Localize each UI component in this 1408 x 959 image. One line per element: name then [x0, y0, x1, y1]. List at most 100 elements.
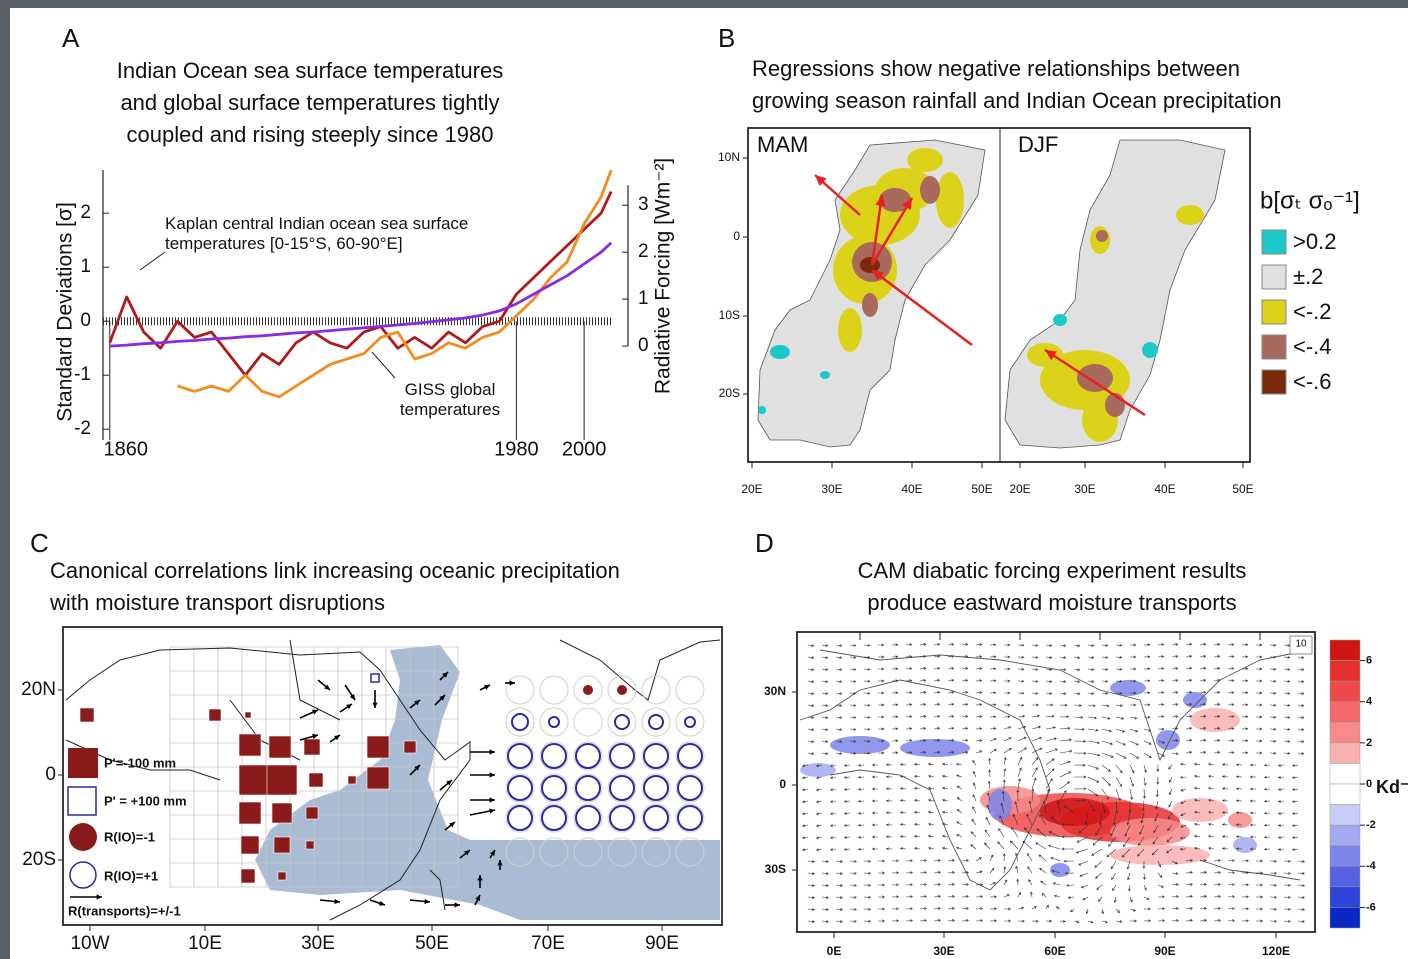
- wind-vector: [1031, 655, 1039, 659]
- wind-vector: [1045, 680, 1053, 683]
- wind-vector: [891, 751, 899, 755]
- wind-vector: [857, 799, 865, 803]
- correlation-circle: [609, 743, 635, 769]
- wind-vector: [1031, 643, 1039, 647]
- wind-vector: [1115, 740, 1126, 746]
- wind-vector: [1297, 896, 1306, 899]
- precip-square: [370, 673, 380, 683]
- map-frame: [796, 631, 1316, 933]
- wind-vector: [863, 907, 872, 911]
- vector-head: [414, 765, 420, 771]
- wind-vector: [1127, 884, 1131, 892]
- wind-vector: [1283, 715, 1291, 719]
- wind-vector: [1115, 788, 1121, 801]
- wind-vector: [1199, 919, 1208, 922]
- vector-head: [334, 735, 340, 741]
- wind-vector: [1079, 872, 1089, 877]
- wind-vector: [1297, 860, 1306, 863]
- wind-vector: [1059, 692, 1067, 696]
- wind-vector: [988, 757, 992, 766]
- wind-vector: [989, 679, 997, 683]
- wind-vector: [1143, 776, 1147, 786]
- wind-vector: [835, 728, 843, 731]
- wind-vector: [1061, 835, 1075, 839]
- wind-vector: [947, 702, 955, 706]
- wind-vector: [899, 799, 907, 803]
- wind-vector: [878, 871, 886, 875]
- wind-vector: [1167, 824, 1173, 831]
- wind-vector: [919, 739, 927, 742]
- wind-vector: [1185, 666, 1193, 670]
- wind-vector: [1073, 751, 1087, 755]
- wind-vector: [933, 871, 942, 874]
- correlation-circle: [648, 714, 664, 730]
- wind-vector: [1213, 859, 1222, 862]
- series-line: [177, 169, 613, 399]
- wind-vector: [1080, 884, 1089, 889]
- wind-vector: [885, 787, 893, 791]
- wind-vector: [871, 847, 878, 851]
- wind-vector: [1035, 842, 1047, 850]
- wind-vector: [1045, 656, 1053, 659]
- wind-vector: [1269, 751, 1277, 755]
- wind-vector: [863, 715, 871, 719]
- wind-vector: [919, 643, 927, 646]
- wind-vector: [975, 895, 984, 899]
- wind-vector: [849, 739, 857, 743]
- wind-vector: [1087, 752, 1101, 757]
- wind-vector: [941, 834, 949, 838]
- wind-vector: [1157, 679, 1165, 683]
- wind-vector: [1028, 879, 1033, 886]
- grid-circle: [505, 803, 535, 833]
- wind-vector: [1269, 871, 1278, 875]
- wind-vector: [1017, 747, 1028, 754]
- y-tick-label: 0: [733, 229, 740, 243]
- wind-vector: [919, 715, 927, 718]
- wind-vector: [1249, 835, 1256, 839]
- wind-vector: [1076, 836, 1089, 843]
- vector-head: [446, 780, 452, 786]
- wind-vector: [807, 692, 815, 696]
- wind-vector: [1185, 750, 1193, 754]
- precip-square: [244, 711, 252, 719]
- wind-vector: [975, 715, 983, 719]
- wind-vector: [1121, 848, 1131, 858]
- vector-head: [454, 902, 460, 908]
- grid-circle: [675, 773, 705, 803]
- wind-vector: [891, 907, 900, 911]
- panel-letter: B: [718, 23, 735, 53]
- wind-vector: [849, 907, 858, 911]
- wind-vector: [1157, 907, 1166, 911]
- wind-vector: [947, 714, 955, 718]
- wind-vector: [1111, 872, 1117, 881]
- wind-vector: [891, 859, 900, 863]
- wind-vector: [1115, 728, 1126, 733]
- wind-vector: [1221, 787, 1229, 791]
- wind-vector: [878, 751, 885, 755]
- wind-vector: [1031, 906, 1037, 910]
- forcing-anomaly: [1183, 692, 1207, 708]
- wind-vector: [1283, 655, 1291, 659]
- wind-vector: [956, 762, 963, 766]
- wind-vector: [989, 703, 997, 707]
- wind-vector: [1171, 739, 1179, 742]
- grid-circle: [607, 837, 637, 867]
- y-tick-label: 20S: [22, 849, 56, 870]
- wind-vector: [919, 895, 928, 898]
- wind-vector: [1283, 727, 1291, 731]
- wind-vector: [821, 752, 829, 756]
- forcing-anomaly: [1156, 730, 1180, 750]
- correlation-circle: [609, 775, 635, 801]
- wind-vector: [878, 883, 886, 887]
- wind-vector: [1061, 847, 1074, 851]
- vector-head: [497, 860, 503, 866]
- wind-vector: [1124, 824, 1131, 837]
- colorbar-band: [1329, 845, 1361, 867]
- legend-label: >0.2: [1293, 229, 1336, 254]
- grid-circle: [539, 675, 569, 705]
- wind-vector: [905, 859, 914, 863]
- wind-vector: [821, 740, 829, 744]
- wind-vector: [997, 841, 1005, 850]
- wind-vector: [1017, 906, 1025, 910]
- vector-head: [346, 704, 352, 710]
